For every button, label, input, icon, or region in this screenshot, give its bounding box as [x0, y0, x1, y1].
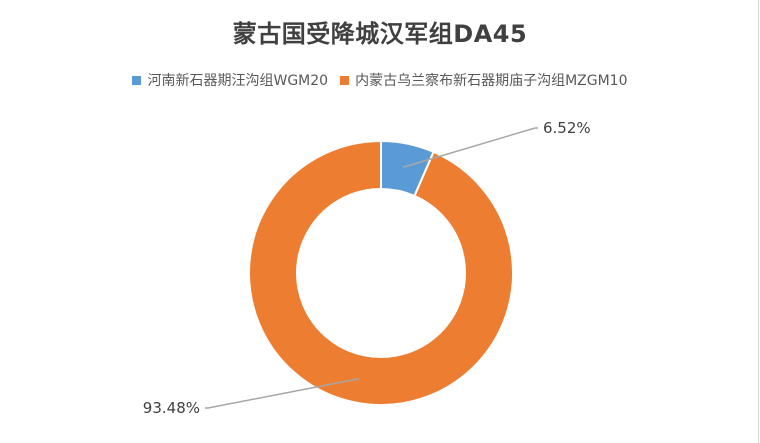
legend-label-series-2: 内蒙古乌兰察布新石器期庙子沟组MZGM10 [355, 73, 628, 89]
data-label-1: 6.52% [543, 119, 591, 137]
leader-line-1 [402, 127, 538, 168]
legend-item-series-2: 内蒙古乌兰察布新石器期庙子沟组MZGM10 [340, 70, 628, 90]
legend: 河南新石器期汪沟组WGM20 内蒙古乌兰察布新石器期庙子沟组MZGM10 [0, 70, 760, 90]
legend-item-series-1: 河南新石器期汪沟组WGM20 [132, 70, 328, 90]
donut-slice-2 [248, 139, 515, 406]
chart-title: 蒙古国受降城汉军组DA45 [232, 20, 528, 48]
legend-label-series-1: 河南新石器期汪沟组WGM20 [147, 73, 329, 89]
data-label-2: 93.48% [143, 399, 200, 417]
legend-swatch-series-1 [132, 75, 142, 85]
legend-swatch-series-2 [340, 75, 350, 85]
leader-line-2 [205, 378, 360, 409]
